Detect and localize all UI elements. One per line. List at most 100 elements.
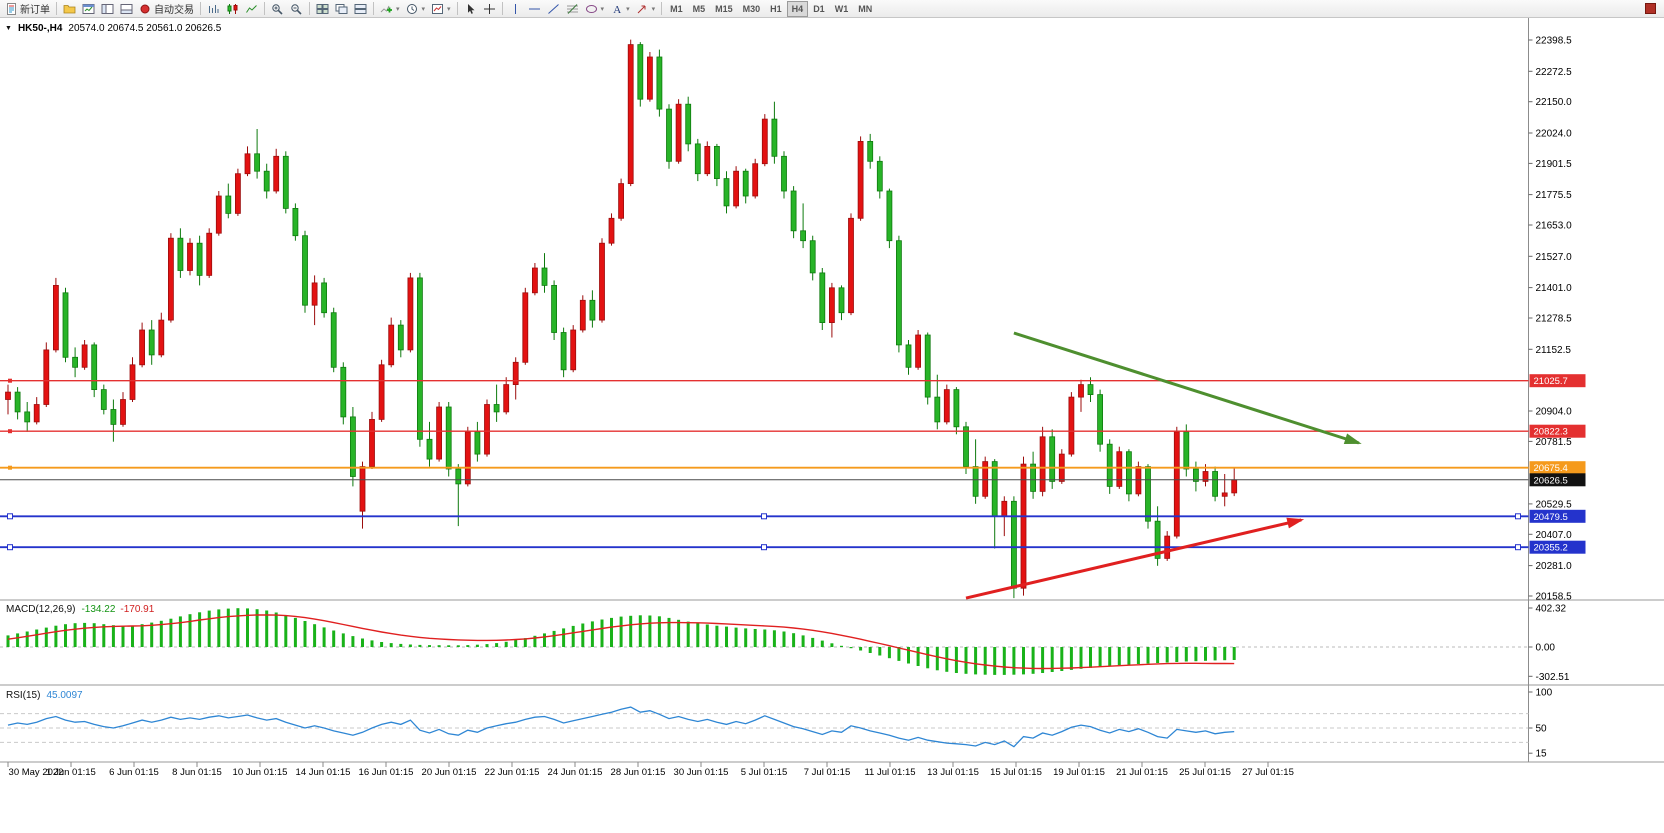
macd-bar — [734, 627, 738, 647]
tile-windows-button[interactable] — [313, 1, 332, 17]
candle — [158, 319, 165, 356]
timeframe-m1-button[interactable]: M1 — [665, 1, 688, 17]
line-chart-button[interactable] — [242, 1, 261, 17]
candle — [876, 160, 883, 192]
macd-bar — [64, 624, 67, 647]
dropdown-caret-icon[interactable]: ▾ — [626, 5, 630, 13]
candle — [484, 404, 490, 455]
candle — [493, 404, 500, 413]
timeframe-m5-button[interactable]: M5 — [688, 1, 711, 17]
macd-bar — [1069, 647, 1073, 670]
macd-bar — [418, 644, 422, 647]
candle — [24, 411, 31, 423]
resistance-line-upper-price-badge — [1529, 374, 1586, 388]
charts-profiles-button[interactable] — [60, 1, 79, 17]
macd-bar — [590, 621, 594, 647]
candle — [781, 155, 787, 192]
timeframe-m15-button[interactable]: M15 — [710, 1, 738, 17]
zoom-out-icon — [290, 3, 303, 15]
candle — [599, 242, 605, 321]
navigator-icon — [101, 3, 114, 15]
market-watch-button[interactable] — [79, 1, 98, 17]
time-axis-label: 15 Jul 01:15 — [990, 767, 1042, 778]
price-axis[interactable]: 22398.5 22272.5 22150.0 22024.0 21901.5 21775… — [1528, 36, 1573, 603]
one-click-trading-collapse-icon[interactable]: ▼ — [5, 25, 12, 32]
candle — [62, 292, 69, 358]
blue-support-line-upper-handle[interactable] — [761, 513, 767, 520]
indicators-button[interactable]: ▾ — [377, 1, 403, 17]
shapes-button[interactable]: ▾ — [582, 1, 608, 17]
arrange-windows-button[interactable] — [351, 1, 370, 17]
arrows-icon — [636, 3, 649, 15]
candle — [53, 284, 59, 351]
cascade-windows-button[interactable] — [332, 1, 351, 17]
dropdown-caret-icon[interactable]: ▾ — [421, 5, 426, 13]
macd-bar — [437, 645, 441, 647]
macd-bar — [600, 619, 604, 647]
candle — [752, 163, 759, 197]
crosshair-button[interactable] — [480, 1, 499, 17]
bearish-trend-arrow[interactable] — [1013, 331, 1360, 445]
candle — [1068, 396, 1075, 455]
arrows-tool-button[interactable]: ▾ — [633, 1, 659, 17]
zoom-in-button[interactable] — [268, 1, 287, 17]
auto-trading-button[interactable]: 自动交易 — [136, 1, 197, 17]
price-axis-label: 20158.5 — [1536, 592, 1573, 603]
dropdown-caret-icon[interactable]: ▾ — [651, 5, 656, 13]
macd-bar — [198, 612, 202, 647]
navigator-button[interactable] — [98, 1, 117, 17]
blue-support-line-upper-handle[interactable] — [1515, 513, 1521, 520]
templates-button[interactable]: ▾ — [428, 1, 454, 17]
macd-bar — [207, 610, 211, 647]
periods-button[interactable]: ▾ — [403, 1, 429, 17]
candle — [943, 389, 950, 423]
macd-bar — [1108, 647, 1112, 666]
candlestick-chart-button[interactable] — [223, 1, 242, 17]
candle — [570, 329, 577, 371]
dropdown-caret-icon[interactable]: ▾ — [600, 5, 605, 13]
timeframe-mn-button[interactable]: MN — [853, 1, 877, 17]
resistance-line-upper-anchor[interactable] — [8, 378, 12, 383]
candle — [857, 141, 864, 219]
candle — [1126, 451, 1132, 495]
trendline-button[interactable] — [544, 1, 563, 17]
timeframe-m30-button[interactable]: M30 — [738, 1, 766, 17]
blue-support-line-lower-handle[interactable] — [7, 544, 13, 551]
vertical-line-button[interactable] — [506, 1, 525, 17]
macd-bar — [581, 623, 585, 647]
blue-support-line-lower-handle[interactable] — [1515, 544, 1521, 551]
dropdown-caret-icon[interactable]: ▾ — [447, 5, 451, 13]
bullish-trend-arrow[interactable] — [965, 518, 1302, 600]
terminal-button[interactable] — [117, 1, 136, 17]
timeframe-d1-button[interactable]: D1 — [808, 1, 830, 17]
zoom-out-button[interactable] — [287, 1, 306, 17]
chart-canvas[interactable]: 22398.5 22272.5 22150.0 22024.0 21901.5 21775… — [0, 18, 1664, 833]
new-order-button[interactable]: 新订单 — [2, 1, 53, 17]
resistance-line-lower-anchor[interactable] — [8, 429, 12, 434]
candle — [551, 284, 557, 333]
timeframe-h4-button[interactable]: H4 — [786, 0, 809, 17]
candle — [129, 364, 136, 400]
macd-bar — [1002, 647, 1006, 675]
text-tool-button[interactable]: A ▾ — [607, 1, 633, 17]
fibonacci-button[interactable] — [563, 1, 582, 17]
timeframe-m15-label: M15 — [715, 3, 733, 14]
bearish-trend-arrow-head[interactable] — [1343, 433, 1362, 445]
timeframe-h1-button[interactable]: H1 — [765, 1, 787, 17]
macd-bar — [897, 647, 901, 661]
bullish-trend-arrow-head[interactable] — [1286, 517, 1305, 529]
time-axis-label: 28 Jun 01:15 — [611, 767, 666, 778]
docked-window-button[interactable] — [1645, 3, 1656, 14]
toolbar-separator — [200, 2, 201, 15]
candle — [139, 329, 146, 366]
orange-support-line-anchor[interactable] — [8, 465, 12, 470]
macd-bar — [830, 643, 834, 647]
blue-support-line-upper-handle[interactable] — [7, 513, 13, 520]
timeframe-w1-button[interactable]: W1 — [830, 1, 854, 17]
cursor-button[interactable] — [461, 1, 480, 17]
dropdown-caret-icon[interactable]: ▾ — [396, 5, 400, 13]
blue-support-line-lower-handle[interactable] — [761, 544, 767, 551]
bar-chart-button[interactable] — [204, 1, 223, 17]
horizontal-line-button[interactable] — [525, 1, 544, 17]
